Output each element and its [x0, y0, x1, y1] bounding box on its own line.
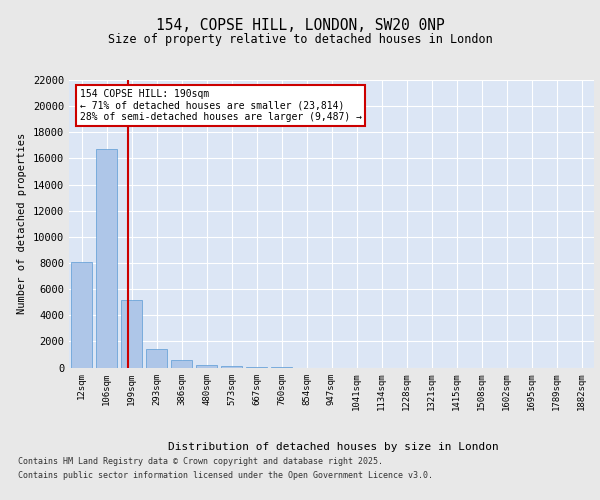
Text: Contains HM Land Registry data © Crown copyright and database right 2025.: Contains HM Land Registry data © Crown c… — [18, 457, 383, 466]
Bar — [146, 348, 167, 368]
Bar — [196, 365, 217, 368]
Bar — [96, 150, 117, 368]
Bar — [171, 360, 192, 368]
Bar — [121, 300, 142, 368]
Text: 154 COPSE HILL: 190sqm
← 71% of detached houses are smaller (23,814)
28% of semi: 154 COPSE HILL: 190sqm ← 71% of detached… — [79, 88, 361, 122]
Text: 154, COPSE HILL, LONDON, SW20 0NP: 154, COPSE HILL, LONDON, SW20 0NP — [155, 18, 445, 32]
Bar — [71, 262, 92, 368]
Text: Distribution of detached houses by size in London: Distribution of detached houses by size … — [167, 442, 499, 452]
Text: Contains public sector information licensed under the Open Government Licence v3: Contains public sector information licen… — [18, 470, 433, 480]
Text: Size of property relative to detached houses in London: Size of property relative to detached ho… — [107, 32, 493, 46]
Bar — [221, 366, 242, 368]
Y-axis label: Number of detached properties: Number of detached properties — [17, 133, 28, 314]
